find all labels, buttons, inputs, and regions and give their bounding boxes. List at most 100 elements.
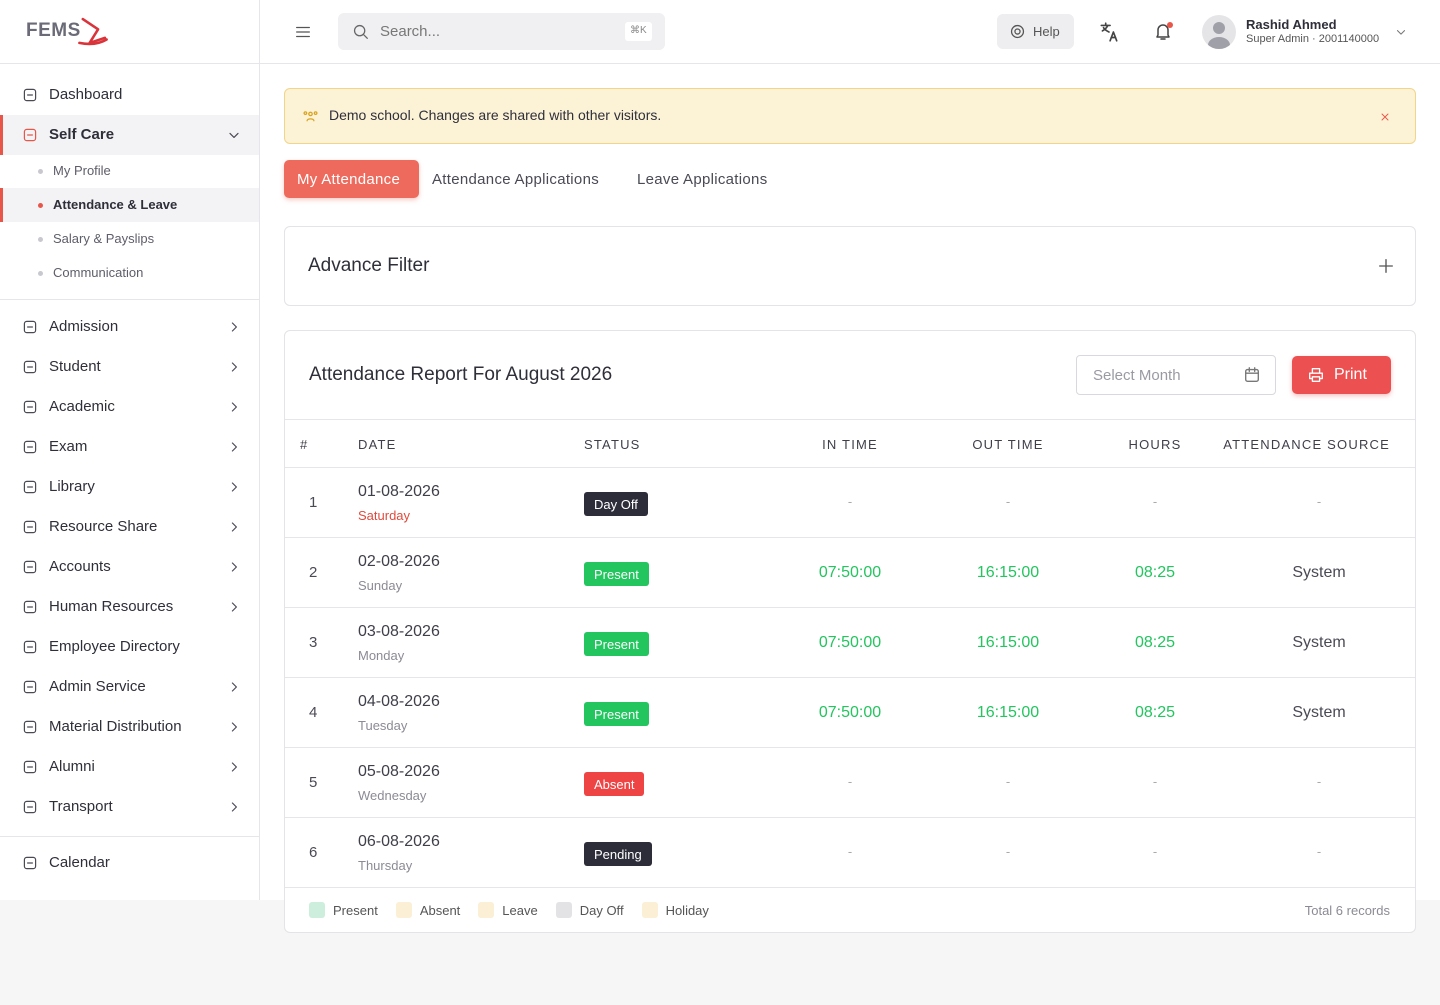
print-label: Print bbox=[1334, 366, 1367, 383]
nav-item[interactable]: Accounts bbox=[0, 547, 259, 587]
nav-item[interactable]: Dashboard bbox=[0, 75, 259, 115]
cell-out-time: - bbox=[1005, 774, 1011, 789]
search-box[interactable]: Search... ⌘K bbox=[338, 13, 665, 50]
search-placeholder: Search... bbox=[380, 23, 441, 40]
help-button[interactable]: Help bbox=[997, 14, 1074, 49]
nav-icon bbox=[22, 799, 38, 815]
nav-label: Self Care bbox=[49, 126, 115, 143]
notification-button[interactable] bbox=[1153, 21, 1173, 41]
translate-button[interactable] bbox=[1098, 21, 1120, 43]
nav-icon bbox=[22, 599, 38, 615]
cell-out-time: 16:15:00 bbox=[976, 704, 1040, 721]
legend-label: Leave bbox=[502, 903, 538, 918]
nav-item[interactable]: Admission bbox=[0, 307, 259, 347]
nav-item[interactable]: Academic bbox=[0, 387, 259, 427]
nav-chevron bbox=[226, 719, 242, 735]
tab[interactable]: My Attendance bbox=[284, 160, 419, 198]
shortcut: ⌘K bbox=[625, 22, 652, 41]
row-date: 06-08-2026 bbox=[358, 833, 440, 850]
cell-out-time: - bbox=[1005, 494, 1011, 509]
status-badge: Present bbox=[584, 562, 649, 586]
nav-icon bbox=[22, 639, 38, 655]
column-header: STATUS bbox=[584, 437, 641, 452]
nav-icon bbox=[22, 127, 38, 143]
row-date: 05-08-2026 bbox=[358, 763, 440, 780]
avatar-head bbox=[1213, 22, 1225, 34]
nav-item[interactable]: Library bbox=[0, 467, 259, 507]
nav-item[interactable]: Calendar bbox=[0, 843, 259, 883]
cell-source: - bbox=[1316, 774, 1322, 789]
nav-icon bbox=[22, 359, 38, 375]
print-button[interactable]: Print bbox=[1292, 356, 1391, 394]
alert-text: Demo school. Changes are shared with oth… bbox=[329, 107, 662, 123]
legend-swatch bbox=[478, 902, 495, 918]
nav-item[interactable]: Self Care bbox=[0, 115, 259, 155]
nav-chevron bbox=[226, 799, 242, 815]
sub-nav-item[interactable]: My Profile bbox=[0, 154, 259, 188]
nav-chevron bbox=[226, 479, 242, 495]
nav-icon bbox=[22, 399, 38, 415]
tab[interactable]: Attendance Applications bbox=[419, 160, 612, 198]
nav-item[interactable]: Human Resources bbox=[0, 587, 259, 627]
status-badge: Pending bbox=[584, 842, 652, 866]
nav-icon bbox=[22, 319, 38, 335]
help-icon bbox=[1009, 23, 1026, 40]
nav-chevron bbox=[226, 439, 242, 455]
tab[interactable]: Leave Applications bbox=[624, 160, 787, 198]
nav-item[interactable]: Alumni bbox=[0, 747, 259, 787]
nav-icon bbox=[22, 759, 38, 775]
filter-card[interactable]: Advance Filter bbox=[284, 226, 1416, 306]
sub-nav-item[interactable]: Salary & Payslips bbox=[0, 222, 259, 256]
report-title: Attendance Report For August 2026 bbox=[309, 364, 613, 385]
filter-toggle bbox=[1377, 257, 1395, 275]
nav-item[interactable]: Resource Share bbox=[0, 507, 259, 547]
logo-text: FEMS bbox=[26, 20, 81, 41]
cell-out-time: 16:15:00 bbox=[976, 564, 1040, 581]
cell-in-time: - bbox=[847, 774, 853, 789]
nav-item[interactable]: Employee Directory bbox=[0, 627, 259, 667]
row-day: Saturday bbox=[358, 508, 411, 523]
alert-close[interactable] bbox=[1379, 110, 1391, 122]
nav-item[interactable]: Material Distribution bbox=[0, 707, 259, 747]
legend-swatch bbox=[395, 902, 412, 918]
column-header: DATE bbox=[358, 437, 397, 452]
row-number: 6 bbox=[309, 844, 318, 861]
table-row: 1 01-08-2026 Saturday Day Off - - - - bbox=[285, 468, 1415, 538]
month-placeholder: Select Month bbox=[1093, 367, 1181, 384]
sub-nav-item[interactable]: Attendance & Leave bbox=[0, 188, 259, 222]
row-number: 3 bbox=[309, 634, 318, 651]
row-day: Monday bbox=[358, 648, 405, 663]
nav-label: Calendar bbox=[49, 854, 110, 871]
status-badge: Present bbox=[584, 632, 649, 656]
nav-item[interactable]: Exam bbox=[0, 427, 259, 467]
row-date: 04-08-2026 bbox=[358, 693, 440, 710]
divider bbox=[0, 836, 259, 837]
sub-nav-item[interactable]: Communication bbox=[0, 256, 259, 290]
nav-item[interactable]: Admin Service bbox=[0, 667, 259, 707]
nav-label: Employee Directory bbox=[49, 638, 180, 655]
total-records: Total 6 records bbox=[1304, 903, 1390, 918]
sub-nav-label: My Profile bbox=[53, 163, 111, 178]
nav-chevron bbox=[226, 559, 242, 575]
user-menu-chevron[interactable] bbox=[1394, 25, 1408, 39]
nav-label: Academic bbox=[49, 398, 115, 415]
logo-mark bbox=[76, 10, 110, 52]
tab-label: Attendance Applications bbox=[432, 171, 600, 188]
cell-hours: 08:25 bbox=[1134, 704, 1176, 721]
column-header: IN TIME bbox=[822, 437, 878, 452]
cell-hours: 08:25 bbox=[1134, 564, 1176, 581]
menu-button[interactable] bbox=[294, 23, 312, 41]
cell-in-time: - bbox=[847, 494, 853, 509]
nav-label: Alumni bbox=[49, 758, 95, 775]
nav-item[interactable]: Transport bbox=[0, 787, 259, 827]
row-day: Wednesday bbox=[358, 788, 427, 803]
bullet bbox=[38, 203, 43, 208]
nav-chevron bbox=[226, 399, 242, 415]
nav-label: Admission bbox=[49, 318, 119, 335]
bullet bbox=[38, 169, 43, 174]
month-picker[interactable]: Select Month bbox=[1076, 355, 1276, 395]
help-label: Help bbox=[1033, 24, 1060, 39]
alert-icon bbox=[302, 108, 319, 125]
nav-item[interactable]: Student bbox=[0, 347, 259, 387]
user-name[interactable]: Rashid Ahmed bbox=[1246, 17, 1337, 32]
